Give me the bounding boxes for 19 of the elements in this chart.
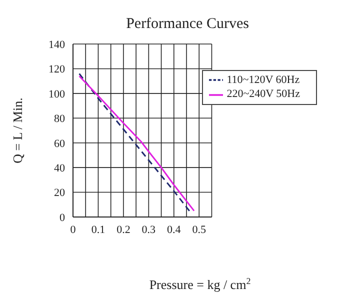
legend-label: 220~240V 50Hz: [226, 88, 300, 100]
y-tick-label: 120: [48, 64, 66, 76]
x-tick-label: 0.2: [116, 224, 130, 236]
x-tick-label: 0.3: [142, 224, 156, 236]
y-tick-label: 80: [54, 113, 66, 126]
y-tick-label: 60: [54, 138, 66, 150]
legend-label: 110~120V 60Hz: [226, 74, 300, 86]
y-tick-label: 0: [60, 212, 66, 224]
x-tick-label: 0.5: [192, 224, 206, 236]
y-tick-label: 20: [54, 187, 66, 200]
x-axis-title: Pressure = kg / cm$^{2}$: [149, 276, 251, 292]
x-tick-label: 0: [70, 224, 76, 236]
y-tick-label: 140: [48, 38, 66, 51]
y-tick-label: 40: [54, 162, 66, 174]
y-axis-title: Q = L / Min.: [10, 98, 25, 164]
chart-title: Performance Curves: [126, 16, 250, 32]
x-tick-label: 0.1: [91, 224, 106, 236]
x-tick-label: 0.4: [167, 224, 182, 236]
y-tick-label: 100: [48, 88, 66, 100]
